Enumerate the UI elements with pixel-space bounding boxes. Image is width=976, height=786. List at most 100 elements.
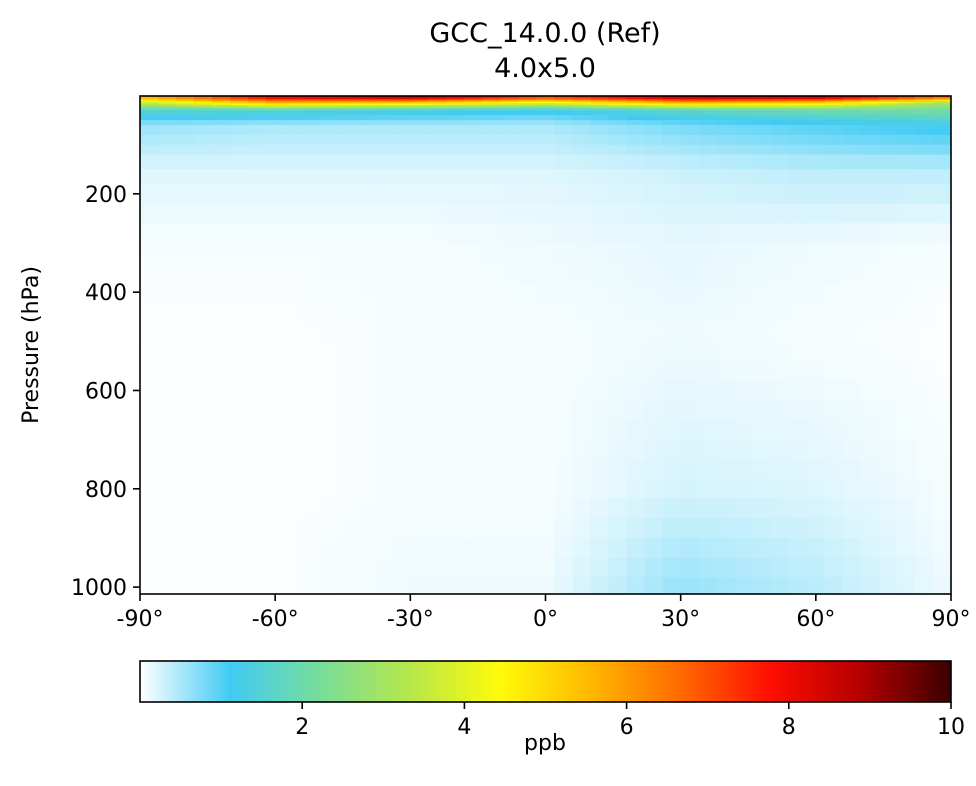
heatmap-cell (644, 144, 664, 156)
heatmap-cell (536, 105, 556, 109)
heatmap-cell (626, 154, 646, 170)
heatmap-cell (356, 557, 375, 578)
heatmap-cell (608, 223, 628, 244)
heatmap-cell (266, 97, 285, 101)
heatmap-cell (464, 115, 484, 121)
heatmap-cell (518, 419, 538, 441)
heatmap-cell (914, 105, 934, 109)
heatmap-cell (806, 282, 826, 303)
heatmap-cell (608, 380, 628, 401)
chart-title: GCC_14.0.0 (Ref) (429, 18, 660, 49)
heatmap-cell (824, 478, 844, 500)
heatmap-cell (590, 498, 610, 519)
heatmap-cell (284, 96, 303, 99)
heatmap-cell (572, 360, 592, 382)
heatmap-cell (482, 242, 502, 264)
heatmap-cell (914, 154, 934, 170)
heatmap-cell (482, 518, 502, 539)
heatmap-cell (878, 134, 898, 146)
heatmap-cell (374, 120, 393, 126)
heatmap-cell (752, 223, 772, 244)
heatmap-cell (788, 144, 808, 156)
heatmap-cell (428, 101, 447, 104)
heatmap-cell (626, 459, 646, 480)
heatmap-cell (410, 105, 429, 109)
heatmap-cell (662, 400, 682, 421)
heatmap-cell (248, 557, 267, 578)
heatmap-cell (680, 321, 700, 342)
colorbar-tick-label: 8 (782, 715, 796, 740)
heatmap-cell (716, 400, 736, 421)
heatmap-cell (590, 360, 610, 382)
heatmap-cell (932, 282, 951, 303)
heatmap-cell (320, 105, 339, 109)
heatmap-cell (608, 99, 628, 103)
heatmap-cell (572, 154, 592, 170)
heatmap-cell (500, 134, 520, 146)
heatmap-cell (518, 101, 538, 104)
heatmap-cell (140, 110, 159, 116)
heatmap-cell (734, 134, 754, 146)
heatmap-cell (374, 125, 393, 136)
heatmap-cell (644, 282, 664, 303)
heatmap-cell (878, 321, 898, 342)
heatmap-cell (284, 105, 303, 109)
heatmap-cell (284, 103, 303, 106)
heatmap-cell (878, 360, 898, 382)
heatmap-cell (518, 321, 538, 342)
heatmap-cell (788, 105, 808, 109)
heatmap-cell (734, 101, 754, 104)
heatmap-cell (230, 97, 249, 101)
heatmap-cell (644, 419, 664, 441)
heatmap-cell (860, 341, 880, 362)
heatmap-cell (356, 96, 375, 99)
heatmap-cell (752, 557, 772, 578)
heatmap-cell (194, 478, 213, 500)
heatmap-cell (248, 107, 267, 111)
heatmap-cell (914, 380, 934, 401)
heatmap-cell (518, 97, 538, 101)
heatmap-cell (230, 125, 249, 136)
heatmap-cell (158, 110, 177, 116)
heatmap-cell (770, 105, 790, 109)
heatmap-cell (536, 115, 556, 121)
heatmap-cell (770, 518, 790, 539)
heatmap-cell (392, 223, 411, 244)
heatmap-cell (590, 105, 610, 109)
heatmap-cell (140, 101, 159, 104)
heatmap-cell (284, 577, 303, 594)
heatmap-cell (644, 97, 664, 101)
heatmap-cell (806, 97, 826, 101)
heatmap-cell (932, 134, 951, 146)
heatmap-cell (842, 107, 862, 111)
heatmap-cell (446, 105, 465, 109)
heatmap-cell (752, 321, 772, 342)
heatmap-cell (320, 459, 339, 480)
heatmap-cell (626, 341, 646, 362)
heatmap-cell (500, 169, 520, 185)
heatmap-cell (158, 203, 177, 224)
heatmap-cell (428, 125, 447, 136)
heatmap-cell (158, 144, 177, 156)
heatmap-cell (626, 400, 646, 421)
heatmap-cell (374, 101, 393, 104)
heatmap-cell (572, 223, 592, 244)
heatmap-cell (158, 103, 177, 106)
heatmap-cell (158, 301, 177, 323)
heatmap-cell (770, 107, 790, 111)
heatmap-cell (392, 134, 411, 146)
heatmap-cell (662, 360, 682, 382)
heatmap-cell (806, 103, 826, 106)
heatmap-cell (284, 380, 303, 401)
heatmap-cell (392, 262, 411, 283)
heatmap-cell (554, 439, 574, 460)
heatmap-cell (734, 419, 754, 441)
heatmap-cell (500, 341, 520, 362)
heatmap-cell (788, 134, 808, 146)
heatmap-cell (284, 498, 303, 519)
heatmap-cell (842, 184, 862, 205)
heatmap-cell (842, 169, 862, 185)
heatmap-cell (374, 242, 393, 264)
heatmap-cell (932, 184, 951, 205)
heatmap-cell (770, 478, 790, 500)
